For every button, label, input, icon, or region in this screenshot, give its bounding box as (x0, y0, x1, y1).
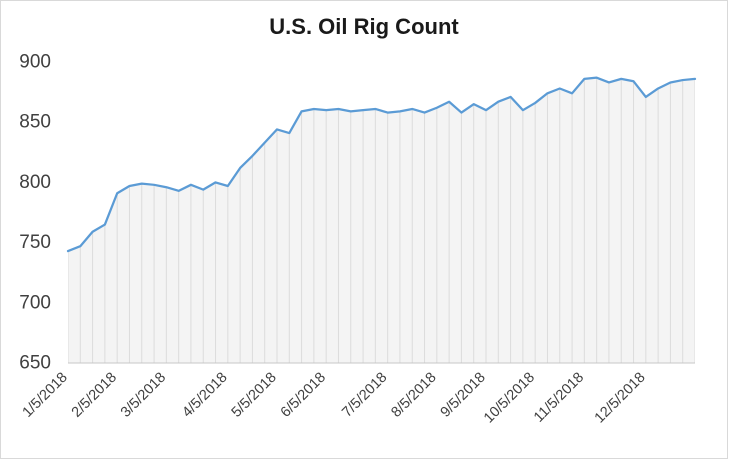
svg-text:5/5/2018: 5/5/2018 (229, 370, 280, 421)
svg-text:8/5/2018: 8/5/2018 (388, 370, 439, 421)
svg-text:900: 900 (19, 52, 51, 73)
svg-text:7/5/2018: 7/5/2018 (339, 370, 390, 421)
svg-text:800: 800 (19, 172, 51, 193)
svg-text:3/5/2018: 3/5/2018 (118, 370, 169, 421)
svg-text:700: 700 (19, 292, 51, 313)
svg-text:12/5/2018: 12/5/2018 (592, 370, 649, 427)
svg-text:1/5/2018: 1/5/2018 (20, 370, 71, 421)
svg-text:650: 650 (19, 353, 51, 374)
svg-text:9/5/2018: 9/5/2018 (438, 370, 489, 421)
svg-text:4/5/2018: 4/5/2018 (179, 370, 230, 421)
svg-text:6/5/2018: 6/5/2018 (278, 370, 329, 421)
svg-text:750: 750 (19, 232, 51, 253)
svg-text:10/5/2018: 10/5/2018 (481, 370, 538, 427)
svg-text:2/5/2018: 2/5/2018 (69, 370, 120, 421)
svg-text:11/5/2018: 11/5/2018 (531, 370, 587, 426)
svg-text:850: 850 (19, 112, 51, 133)
